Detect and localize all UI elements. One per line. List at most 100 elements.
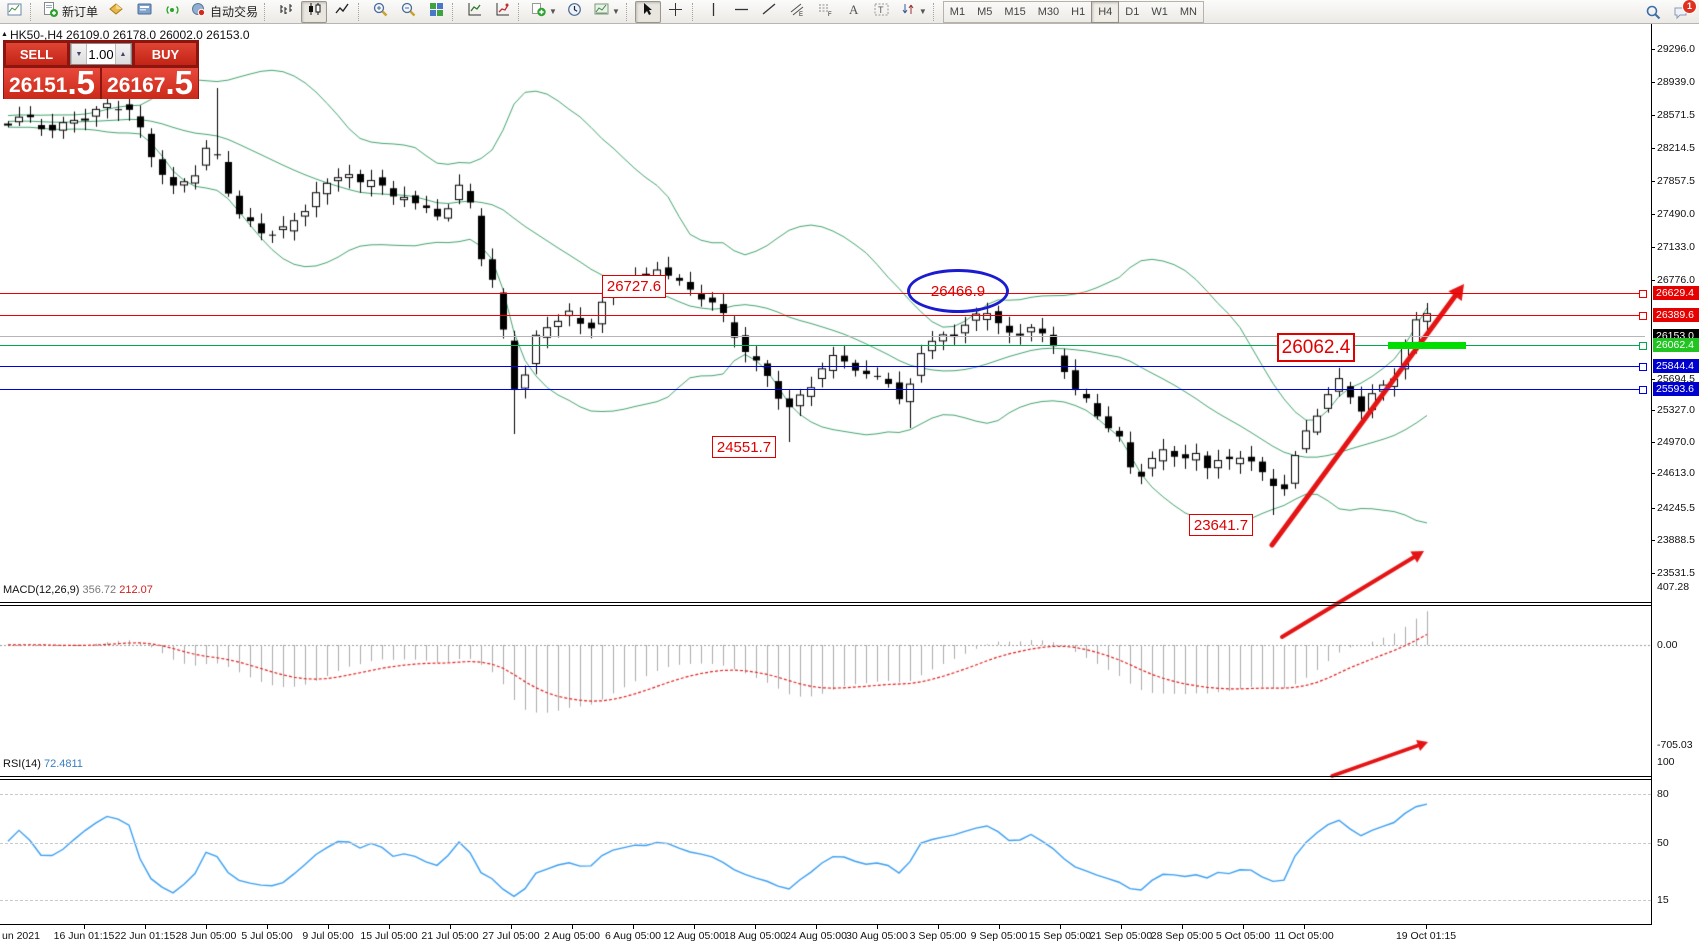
chevron-down-icon[interactable]: ▼ bbox=[549, 7, 557, 16]
time-tickmark bbox=[450, 925, 451, 929]
chevron-down-icon[interactable]: ▼ bbox=[611, 7, 620, 16]
timeframe-h4[interactable]: H4 bbox=[1091, 0, 1120, 23]
chart-window-button[interactable] bbox=[1, 1, 27, 23]
timeframe-mn[interactable]: MN bbox=[1179, 5, 1197, 18]
ellipse-annotation[interactable]: 26466.9 bbox=[907, 269, 1009, 313]
timeframe-m5[interactable]: M5 bbox=[977, 5, 993, 18]
buy-price-main: 26167 bbox=[107, 74, 166, 97]
chart-canvas[interactable] bbox=[0, 24, 1652, 925]
fibonacci-button[interactable]: F bbox=[813, 1, 839, 23]
tile-windows-button[interactable] bbox=[423, 1, 449, 23]
timeframe-m15[interactable]: M15 bbox=[1004, 5, 1026, 18]
volume-increase-button[interactable]: ▲ bbox=[115, 44, 131, 64]
chevron-down-icon[interactable]: ▼ bbox=[918, 7, 927, 16]
hline-endpoint-marker[interactable] bbox=[1639, 386, 1647, 394]
zoom-out-button[interactable] bbox=[395, 1, 421, 23]
price-tick-label: 27490.0 bbox=[1657, 208, 1695, 220]
rsi-value: 72.4811 bbox=[43, 758, 83, 770]
gold-button[interactable] bbox=[103, 1, 129, 23]
time-axis-label: 19 Oct 01:15 bbox=[1395, 930, 1457, 942]
hline-resistance-26389.6[interactable] bbox=[0, 315, 1645, 316]
chart-pane-divider bbox=[0, 605, 1652, 606]
time-axis-label: 16 Jun 01:15 bbox=[53, 930, 115, 942]
hline-endpoint-marker[interactable] bbox=[1639, 363, 1647, 371]
volume-value[interactable]: 1.00 bbox=[88, 46, 114, 62]
price-tag-25844.4: 25844.4 bbox=[1653, 359, 1699, 373]
time-axis-label: 28 Sep 05:00 bbox=[1150, 930, 1214, 942]
candlestick-button[interactable] bbox=[301, 0, 328, 23]
time-tickmark bbox=[816, 925, 817, 929]
volume-stepper: ▼ 1.00 ▲ bbox=[70, 43, 132, 65]
indicator-window-icon bbox=[494, 1, 511, 23]
price-label-26062.4[interactable]: 26062.4 bbox=[1277, 333, 1355, 362]
cursor-icon bbox=[639, 1, 656, 23]
line-chart-button[interactable] bbox=[329, 1, 355, 23]
time-tickmark bbox=[84, 925, 85, 929]
timeframe-d1[interactable]: D1 bbox=[1125, 5, 1140, 18]
vertical-line-button[interactable] bbox=[701, 1, 727, 23]
horizontal-line-button[interactable] bbox=[729, 1, 755, 23]
text-button[interactable]: A bbox=[841, 1, 867, 23]
buy-price-tile[interactable]: 26167.5 bbox=[102, 66, 198, 99]
price-tag-26629.4: 26629.4 bbox=[1653, 286, 1699, 300]
time-axis-label: 12 Aug 05:00 bbox=[663, 930, 725, 942]
time-tickmark bbox=[1304, 925, 1305, 929]
hline-support-25844.4[interactable] bbox=[0, 366, 1645, 367]
text-label-button[interactable]: T bbox=[869, 1, 895, 23]
tile-windows-icon bbox=[428, 1, 445, 23]
main-toolbar: 新订单 自动交易 ▼ ▼ E F A T ▼ M1 M5 M15 M30 H1 H4 D1 W1 MN 1 bbox=[0, 0, 1699, 24]
cursor-button[interactable] bbox=[634, 0, 661, 23]
thick-green-segment[interactable] bbox=[1388, 341, 1466, 349]
symbol-header: HK50-,H4 26109.0 26178.0 26002.0 26153.0 bbox=[10, 28, 250, 42]
sell-button[interactable]: SELL bbox=[6, 43, 67, 65]
hline-level-26062.4[interactable] bbox=[0, 345, 1645, 346]
time-axis-label: 30 Aug 05:00 bbox=[846, 930, 908, 942]
price-tick-label: 26776.0 bbox=[1657, 274, 1695, 286]
svg-text:F: F bbox=[828, 12, 832, 18]
autotrading-button[interactable]: 自动交易 bbox=[187, 1, 261, 23]
volume-decrease-button[interactable]: ▼ bbox=[71, 44, 87, 64]
price-label-26727.6[interactable]: 26727.6 bbox=[602, 275, 666, 298]
buy-button[interactable]: BUY bbox=[135, 43, 196, 65]
timeframe-w1[interactable]: W1 bbox=[1151, 5, 1168, 18]
price-tick-label: 24613.0 bbox=[1657, 467, 1695, 479]
rsi-level-line bbox=[0, 794, 1651, 795]
chart-pane-divider bbox=[0, 776, 1652, 777]
time-tickmark bbox=[1060, 925, 1061, 929]
terminal-button[interactable] bbox=[131, 1, 157, 23]
time-axis-label: 9 Jul 05:00 bbox=[302, 930, 354, 942]
hline-endpoint-marker[interactable] bbox=[1639, 342, 1647, 350]
price-tickmark bbox=[1651, 115, 1655, 116]
svg-text:A: A bbox=[849, 2, 859, 17]
clock-button[interactable] bbox=[562, 1, 588, 23]
bar-chart-button[interactable] bbox=[273, 1, 299, 23]
hline-support-25593.6[interactable] bbox=[0, 389, 1645, 390]
indicator-list-button[interactable] bbox=[461, 1, 487, 23]
hline-bid-line-26153.0[interactable] bbox=[0, 336, 1645, 337]
price-label-24551.7[interactable]: 24551.7 bbox=[712, 436, 776, 458]
timeframe-m30[interactable]: M30 bbox=[1037, 5, 1060, 18]
chart-profile-button[interactable]: ▼ bbox=[590, 1, 623, 23]
chart-area: ▲ HK50-,H4 26109.0 26178.0 26002.0 26153… bbox=[0, 24, 1699, 944]
new-order-button[interactable]: 新订单 bbox=[39, 1, 101, 23]
hline-endpoint-marker[interactable] bbox=[1639, 312, 1647, 320]
price-axis-line[interactable] bbox=[1651, 24, 1652, 925]
search-button[interactable] bbox=[1640, 1, 1666, 23]
zoom-in-button[interactable] bbox=[367, 1, 393, 23]
timeframe-m1[interactable]: M1 bbox=[949, 5, 966, 18]
add-indicator-button[interactable]: ▼ bbox=[527, 1, 560, 23]
timeframe-h1[interactable]: H1 bbox=[1071, 5, 1086, 18]
hline-resistance-26629.4[interactable] bbox=[0, 293, 1645, 294]
sell-price-tile[interactable]: 26151.5 bbox=[4, 66, 100, 99]
signal-button[interactable] bbox=[159, 1, 185, 23]
autotrading-label: 自动交易 bbox=[210, 5, 259, 19]
rsi-axis-label: 50 bbox=[1657, 837, 1669, 849]
price-label-23641.7[interactable]: 23641.7 bbox=[1189, 514, 1253, 536]
equidistant-channel-button[interactable]: E bbox=[785, 1, 811, 23]
trendline-button[interactable] bbox=[757, 1, 783, 23]
hline-endpoint-marker[interactable] bbox=[1639, 290, 1647, 298]
crosshair-button[interactable] bbox=[663, 1, 689, 23]
arrows-button[interactable]: ▼ bbox=[897, 1, 930, 23]
indicator-window-button[interactable] bbox=[489, 1, 515, 23]
notifications-button[interactable]: 1 bbox=[1668, 0, 1697, 23]
